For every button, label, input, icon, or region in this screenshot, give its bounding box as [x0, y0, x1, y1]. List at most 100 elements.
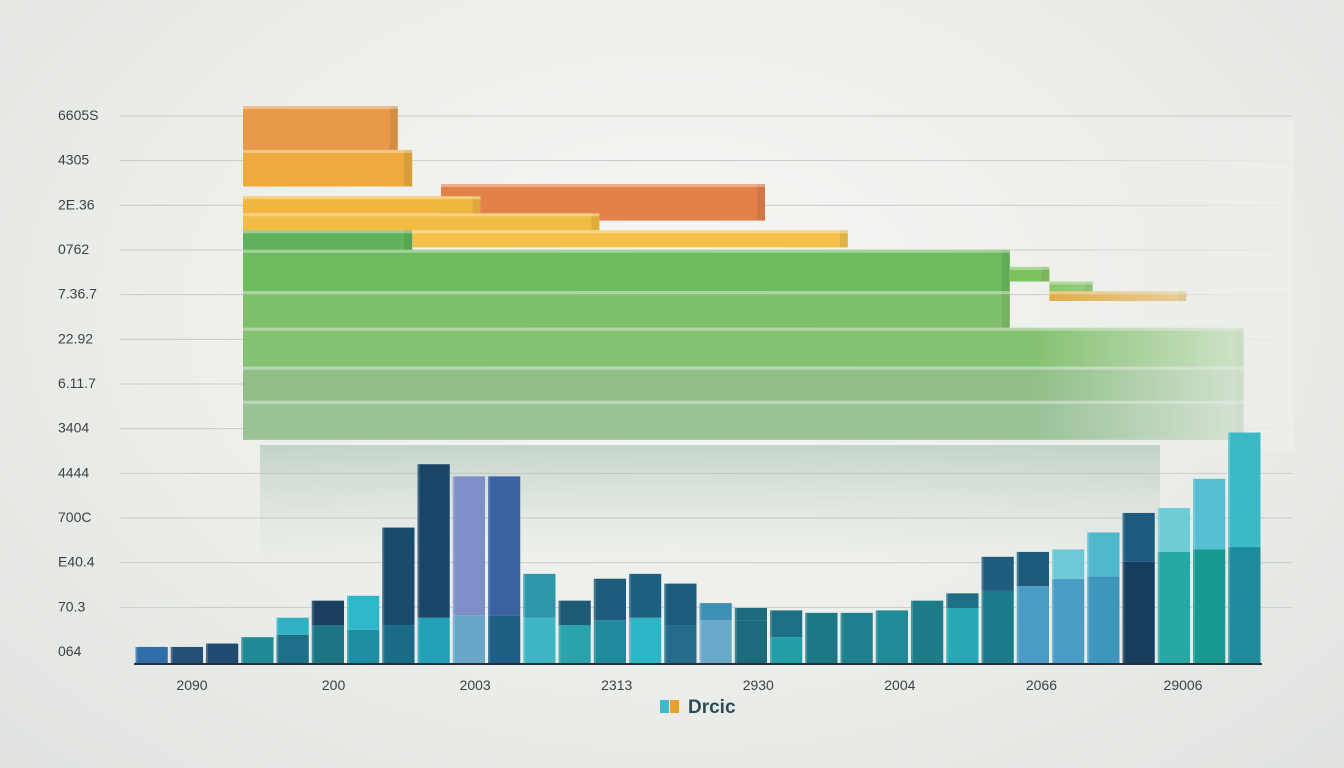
column-bar-top — [488, 476, 521, 616]
column-bar-edge — [311, 600, 314, 664]
column-bar-edge — [699, 603, 702, 664]
column-bar-top — [1157, 508, 1190, 552]
column-bar-edge — [981, 556, 984, 664]
column-bar — [417, 617, 450, 664]
y-tick-label: 064 — [58, 643, 82, 659]
y-tick-label: 22.92 — [58, 330, 93, 346]
y-tick-label: 4444 — [58, 464, 89, 480]
x-axis-ticks: 2090 200 2003 2313 2930 2004 2066 29006 — [176, 677, 1202, 693]
column-bar — [699, 620, 732, 664]
column-bar-top — [699, 603, 732, 621]
column-bar-edge — [523, 573, 526, 664]
column-bar-edge — [1122, 512, 1125, 664]
column-bar-edge — [911, 600, 913, 664]
column-bar-edge — [558, 600, 561, 664]
column-bar-top — [629, 573, 662, 618]
y-tick-label: 70.3 — [58, 598, 85, 614]
y-tick-label: 7.36.7 — [58, 286, 97, 302]
y-tick-label: 6.11.7 — [58, 375, 96, 391]
column-bar-top — [452, 476, 485, 616]
x-tick-label: 2003 — [460, 677, 491, 693]
legend-label: Drcic — [688, 697, 736, 718]
column-bar-top — [946, 593, 979, 608]
column-bar — [1157, 551, 1190, 664]
y-tick-label: 2E.36 — [58, 196, 95, 212]
x-tick-label: 2930 — [743, 677, 774, 693]
column-bar-edge — [734, 607, 737, 664]
legend-swatch-orange — [670, 700, 679, 713]
column-bar — [347, 629, 380, 664]
column-bar-edge — [1087, 532, 1090, 664]
column-bar-top — [347, 595, 380, 630]
y-axis-ticks: 064 70.3 E40.4 700C 4444 3404 6.11.7 22.92 7.36.… — [58, 107, 98, 659]
column-bar-top — [770, 610, 803, 638]
column-bar-edge — [488, 476, 490, 664]
column-bar-edge — [206, 643, 208, 664]
column-bar — [734, 620, 767, 664]
y-tick-label: E40.4 — [58, 554, 95, 570]
column-bar-edge — [805, 612, 808, 664]
column-bar — [170, 646, 203, 664]
x-tick-label: 2066 — [1026, 677, 1057, 693]
column-bar-top — [1228, 432, 1261, 548]
y-tick-label: 0762 — [58, 241, 89, 257]
column-bar-edge — [241, 637, 244, 664]
column-bar-top — [523, 573, 556, 618]
column-bar — [488, 615, 521, 664]
column-bar-edge — [382, 527, 385, 664]
column-bar — [946, 607, 979, 664]
column-bar — [382, 625, 415, 664]
column-bar — [1016, 586, 1049, 664]
column-bar — [523, 617, 556, 664]
column-series — [135, 432, 1261, 664]
x-tick-label: 2004 — [884, 677, 915, 693]
column-bar-edge — [770, 610, 772, 664]
x-tick-label: 2090 — [176, 677, 207, 693]
column-bar-top — [558, 600, 591, 626]
column-bar-edge — [629, 573, 631, 664]
column-bar — [311, 625, 344, 664]
column-bar-top — [417, 464, 450, 618]
legend-swatch-teal — [660, 700, 669, 713]
column-bar — [840, 612, 873, 664]
column-bar-edge — [664, 583, 667, 664]
x-tick-label: 29006 — [1164, 677, 1203, 693]
column-bar — [875, 610, 908, 664]
y-tick-label: 4305 — [58, 152, 89, 168]
column-bar-edge — [170, 646, 173, 664]
column-bar — [981, 590, 1014, 664]
column-bar — [629, 617, 662, 664]
column-bar — [206, 643, 239, 664]
column-bar — [1087, 576, 1120, 664]
column-bar-top — [664, 583, 697, 626]
column-bar — [911, 600, 944, 664]
column-bar-edge — [417, 464, 420, 664]
column-bar-edge — [1193, 478, 1195, 664]
column-bar-top — [593, 578, 626, 621]
column-bar — [593, 620, 626, 664]
y-tick-label: 700C — [58, 509, 91, 525]
y-tick-label: 6605S — [58, 107, 98, 123]
legend: Drcic — [660, 697, 736, 718]
column-bar — [276, 634, 309, 664]
column-bar — [135, 646, 168, 664]
column-bar — [1228, 547, 1261, 664]
column-bar-edge — [946, 593, 949, 664]
column-bar — [1122, 561, 1155, 664]
column-bar — [452, 615, 485, 664]
column-bar-top — [382, 527, 415, 626]
column-bar-top — [311, 600, 344, 626]
column-bar — [664, 625, 697, 664]
column-bar-top — [734, 607, 767, 621]
column-bar-top — [276, 617, 309, 635]
column-bar-edge — [276, 617, 279, 664]
band-fade-overlay — [243, 120, 1293, 450]
column-bar-edge — [452, 476, 455, 664]
column-bar-edge — [840, 612, 843, 664]
column-bar — [1193, 549, 1226, 664]
column-bar-top — [1193, 478, 1226, 550]
column-bar-top — [1087, 532, 1120, 577]
column-bar-top — [1016, 551, 1049, 587]
